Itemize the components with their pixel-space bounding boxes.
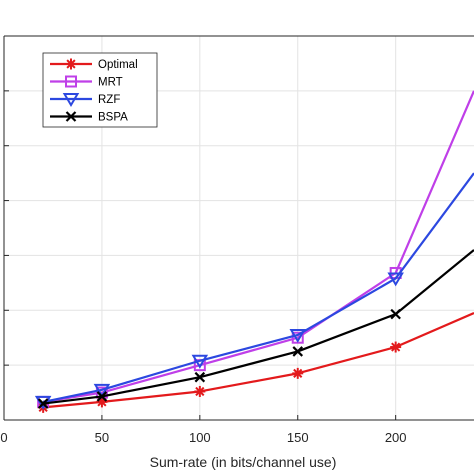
legend-marker-mrt — [65, 75, 77, 88]
x-tick-label: 100 — [189, 430, 211, 445]
series-line-rzf — [42, 172, 474, 403]
series-line-mrt — [42, 90, 474, 403]
legend-label-mrt: MRT — [98, 77, 123, 89]
data-point-bspa — [194, 371, 206, 383]
legend: Optimal MRT RZF BSPA — [42, 52, 158, 128]
x-tick-label: 50 — [95, 430, 109, 445]
data-point-bspa — [96, 391, 108, 402]
legend-marker-rzf — [62, 93, 80, 107]
data-point-rzf — [93, 383, 111, 398]
x-tick-label: 150 — [287, 430, 309, 445]
x-tick-label: 200 — [385, 430, 407, 445]
data-point-rzf — [387, 272, 404, 287]
legend-marker-bspa — [65, 111, 77, 122]
series-line-bspa — [43, 249, 474, 405]
legend-label-bspa: BSPA — [98, 112, 128, 124]
series-group — [34, 90, 474, 413]
legend-marker-optimal — [65, 58, 77, 70]
data-point-rzf — [289, 328, 307, 343]
legend-box — [42, 52, 158, 128]
data-point-bspa — [37, 398, 49, 409]
grid — [4, 36, 474, 420]
x-axis-label: Sum-rate (in bits/channel use) — [150, 454, 337, 470]
data-point-optimal — [292, 367, 304, 379]
x-tick-label: 0 — [0, 430, 7, 445]
data-point-bspa — [390, 308, 401, 320]
data-point-optimal — [390, 341, 402, 353]
x-axis-ticks: 0 50 100 150 200 — [0, 35, 407, 445]
data-point-optimal — [194, 385, 206, 397]
legend-label-optimal: Optimal — [98, 59, 138, 71]
data-point-bspa — [292, 346, 304, 357]
series-line-optimal — [43, 312, 474, 409]
data-point-rzf — [191, 354, 209, 369]
legend-label-rzf: RZF — [98, 94, 120, 106]
